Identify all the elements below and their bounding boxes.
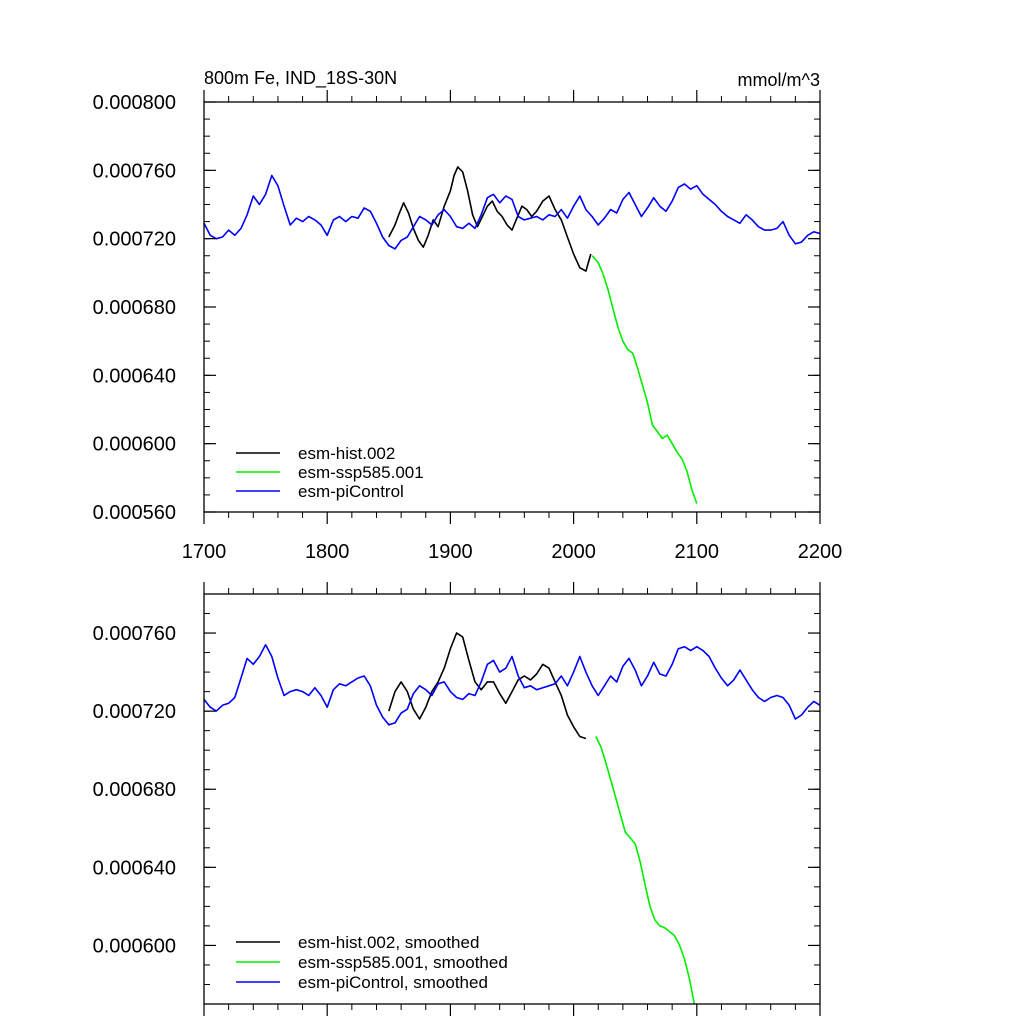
chart-units-label: mmol/m^3 [738,70,820,90]
chart-bottom: 0.000600 0.000640 0.000680 0.000720 0.000760… [93,582,821,1016]
series-line-2 [203,174,821,250]
legend-label-2: esm-piControl, smoothed [298,973,488,992]
y-tick-label: 0.000560 [93,502,176,524]
y-tick-label: 0.000800 [93,92,176,114]
x-tick-label: 2100 [675,541,720,563]
y-tick-label: 0.000760 [93,623,176,645]
x-tick-label: 2000 [551,541,596,563]
series-line-0 [388,166,592,272]
series-line-2 [203,643,821,726]
x-tick-label: 1800 [305,541,350,563]
legend-label-1: esm-ssp585.001, smoothed [298,953,508,972]
series-line-1 [595,736,696,1005]
legend-label-1: esm-ssp585.001 [298,463,424,482]
y-tick-label: 0.000760 [93,160,176,182]
y-tick-label: 0.000720 [93,229,176,251]
x-tick-label: 1900 [428,541,473,563]
y-tick-label: 0.000720 [93,701,176,723]
y-tick-label: 0.000680 [93,779,176,801]
x-tick-label: 2200 [798,541,843,563]
legend-label-0: esm-hist.002 [298,444,395,463]
plot-frame [203,593,821,1005]
y-tick-label: 0.000640 [93,857,176,879]
series-line-1 [591,255,698,504]
chart-title-left: 800m Fe, IND_18S-30N [204,68,397,89]
legend-label-0: esm-hist.002, smoothed [298,933,479,952]
x-tick-label: 1700 [182,541,227,563]
chart-top: 800m Fe, IND_18S-30N mmol/m^3 0.000560 0.… [93,68,843,563]
legend-label-2: esm-piControl [298,482,404,501]
series-line-0 [388,632,587,740]
plot-frame [203,101,821,513]
y-tick-label: 0.000600 [93,434,176,456]
y-tick-label: 0.000640 [93,365,176,387]
y-tick-label: 0.000680 [93,297,176,319]
y-tick-label: 0.000600 [93,935,176,957]
